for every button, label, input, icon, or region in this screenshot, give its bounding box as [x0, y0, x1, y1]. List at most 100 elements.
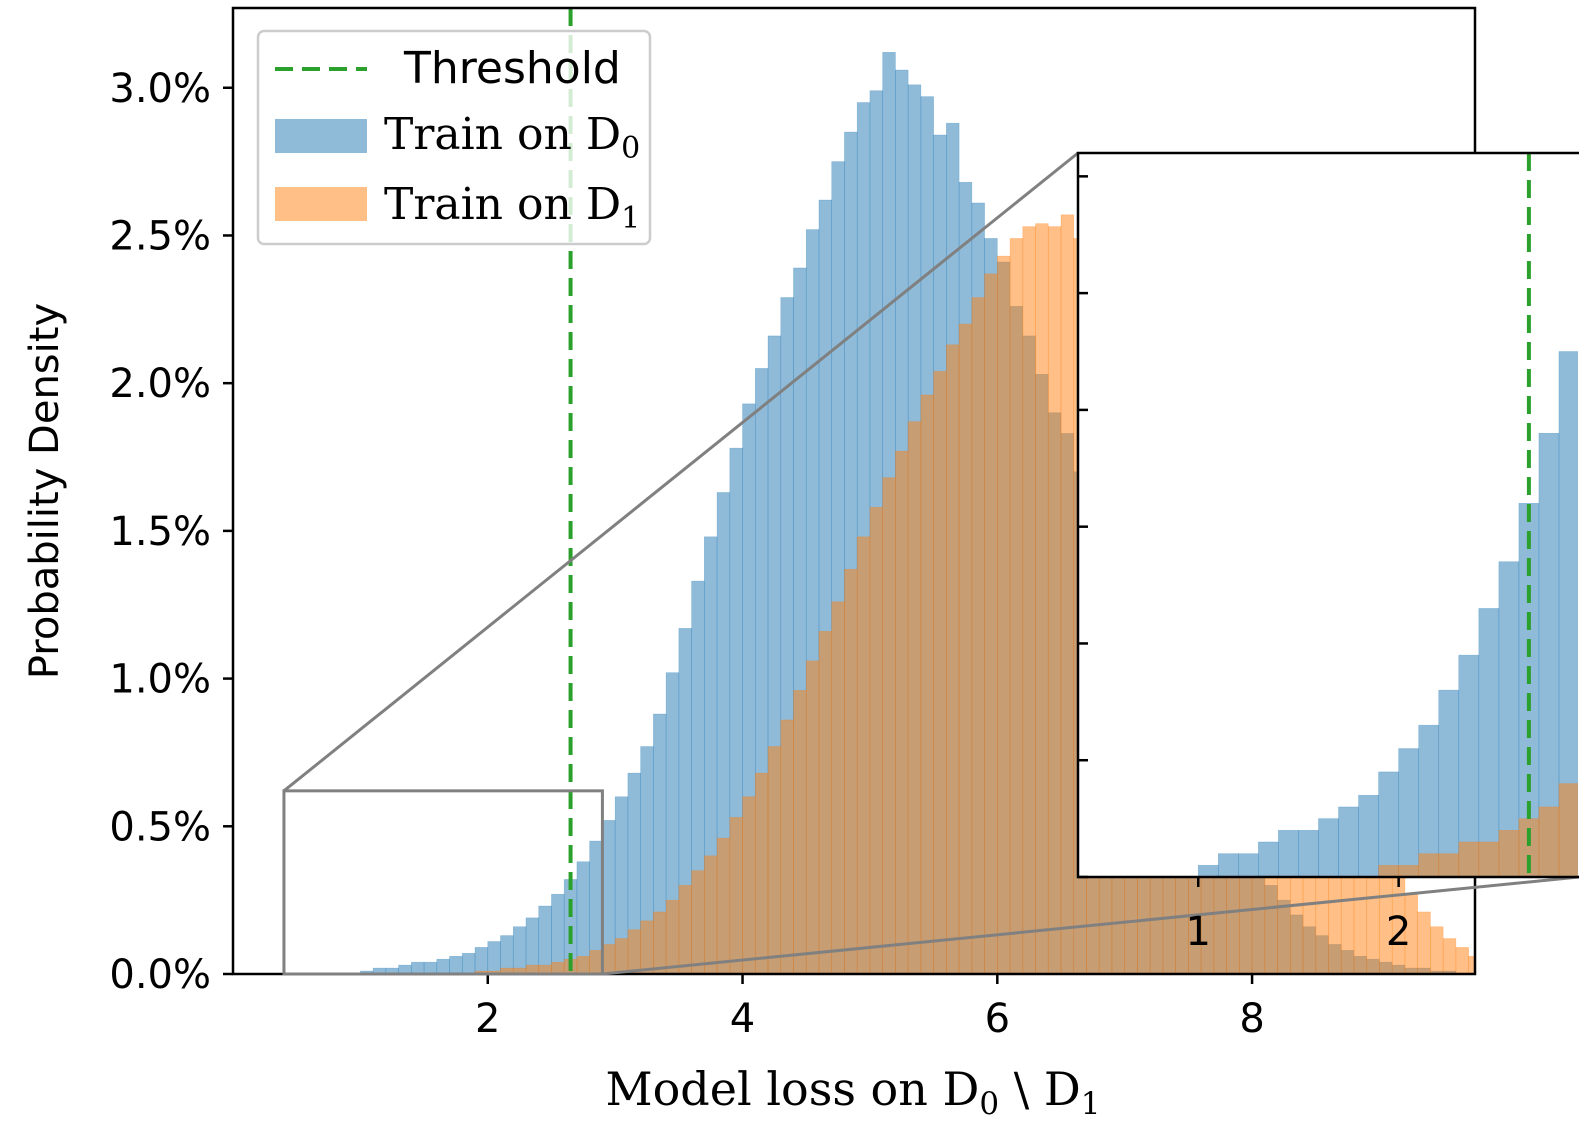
zoom-connector-top: [283, 151, 1079, 793]
d1-bar: [576, 955, 590, 974]
d1-bar: [997, 255, 1011, 974]
d1-bar: [1438, 853, 1460, 877]
zoom-connector-bottom: [602, 875, 1579, 976]
d0-bar: [1338, 806, 1359, 877]
d1-bar: [678, 885, 692, 974]
inset-x-tick-label: 2: [1386, 909, 1411, 955]
d1-bar: [665, 899, 680, 974]
d0-bar: [512, 926, 527, 974]
d1-bar: [818, 631, 833, 974]
d0-bar: [449, 955, 463, 974]
d0-bar: [1358, 794, 1379, 877]
legend-d1-label: Train on D1: [384, 179, 640, 236]
inset-frame: [1076, 151, 1579, 879]
d1-bar: [1455, 947, 1469, 974]
d1-bar: [602, 944, 616, 974]
d1-bar: [895, 450, 909, 974]
d1-bar: [1558, 783, 1578, 877]
d0-bar: [1438, 689, 1460, 877]
legend-d1-swatch: [275, 187, 367, 221]
d1-bar: [793, 690, 807, 974]
d1-bar: [805, 660, 820, 974]
zoom-indicator: [282, 151, 1579, 976]
d1-bar: [1378, 865, 1399, 877]
d1-bar: [551, 961, 565, 974]
d1-bar: [933, 371, 947, 974]
d1-bar: [1035, 223, 1049, 974]
y-tick-label: 0.0%: [109, 952, 211, 998]
d1-bar: [1458, 841, 1480, 877]
d1-bar: [729, 817, 743, 974]
d0-bar: [461, 953, 476, 974]
zoom-rectangle: [282, 789, 604, 976]
d0-bar: [474, 947, 489, 974]
y-tick-label: 1.5%: [109, 509, 211, 555]
d0-bar: [1197, 865, 1219, 877]
d1-bar: [1442, 938, 1457, 974]
d1-bar: [1417, 911, 1431, 974]
x-tick-label: 2: [475, 996, 500, 1042]
d1-bar: [1022, 226, 1036, 974]
x-tick-label: 8: [1239, 996, 1264, 1042]
d1-bar: [907, 421, 922, 974]
d0-bar: [1498, 561, 1520, 877]
d0-bar: [1298, 829, 1319, 877]
d1-bar: [1418, 853, 1440, 877]
d1-bar: [971, 297, 985, 974]
d1-bar: [589, 950, 603, 974]
d0-bar: [538, 905, 552, 974]
d0-bar: [423, 961, 438, 974]
d1-bar: [946, 344, 960, 974]
d0-bar: [1378, 771, 1399, 877]
y-tick-label: 1.0%: [109, 657, 211, 703]
y-tick-label: 2.5%: [109, 213, 211, 259]
d1-bar: [614, 938, 629, 974]
d0-bar: [487, 941, 501, 974]
d1-bar: [1060, 214, 1075, 974]
d1-bar: [882, 477, 896, 974]
d1-bar: [1498, 829, 1520, 877]
d1-bar: [869, 506, 883, 974]
d1-bar: [856, 536, 871, 974]
d1-bar: [653, 911, 667, 974]
legend: Threshold Train on D0 Train on D1: [256, 29, 652, 246]
d1-bar: [640, 920, 654, 974]
d0-bar: [1478, 608, 1500, 877]
d1-bar: [691, 870, 705, 974]
d0-bar: [411, 961, 425, 974]
y-axis-label: Probability Density: [22, 303, 68, 679]
d1-bar: [716, 837, 731, 974]
d1-bar: [831, 601, 845, 974]
x-axis-label: Model loss on D0 \ D1: [606, 1062, 1101, 1122]
d1-bar: [1047, 226, 1062, 974]
d1-bar: [1478, 841, 1500, 877]
d0-bar: [1258, 841, 1279, 877]
d1-bar: [920, 394, 934, 974]
legend-d0-label: Train on D0: [384, 109, 640, 166]
d1-bar: [767, 746, 782, 974]
inset-bars-group: [1197, 351, 1578, 877]
d1-bar: [1009, 238, 1024, 974]
d1-bar: [627, 929, 641, 974]
y-tick-label: 2.0%: [109, 361, 211, 407]
d0-bar: [1558, 351, 1578, 877]
d1-bar: [1430, 926, 1444, 974]
d0-bar: [1318, 818, 1339, 877]
legend-threshold-label: Threshold: [403, 43, 621, 94]
d0-bar: [1238, 853, 1259, 877]
y-tick-label: 0.5%: [109, 804, 211, 850]
d1-bar: [984, 273, 998, 974]
d1-bar: [704, 855, 718, 974]
d0-bar: [1278, 829, 1299, 877]
d1-bar: [1538, 806, 1560, 877]
x-tick-label: 6: [985, 996, 1010, 1042]
d0-bar: [1398, 748, 1419, 877]
d0-bar: [436, 958, 450, 974]
d1-bar: [742, 796, 756, 974]
d0-bar: [1217, 853, 1239, 877]
d1-bar: [780, 719, 794, 974]
d1-bar: [754, 772, 769, 974]
main-axes: 2 4 6 8 0.0% 0.5% 1.0% 1.5% 2.0% 2.5% 3.0%: [109, 66, 1264, 1042]
